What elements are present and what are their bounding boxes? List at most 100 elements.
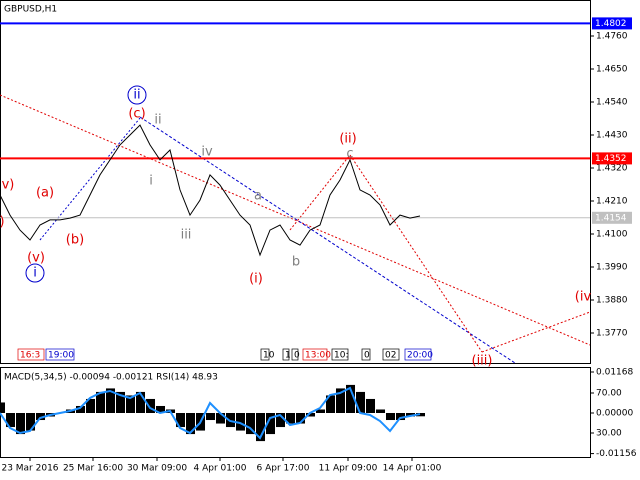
macd-bar <box>366 398 375 414</box>
time-box <box>260 348 270 361</box>
time-box <box>404 348 432 361</box>
x-tick-label: 25 Mar 16:00 <box>63 464 123 474</box>
macd-bar <box>266 413 275 435</box>
y-tick-label: 0.01168 <box>596 367 633 377</box>
macd-bar <box>186 413 195 435</box>
x-tick-label: 30 Mar 09:00 <box>127 464 187 474</box>
time-box <box>302 348 328 361</box>
time-label: 0 <box>294 351 300 361</box>
wave-label: a <box>254 189 262 204</box>
macd-bar <box>176 413 185 428</box>
wave-label: i <box>149 174 153 189</box>
macd-bar <box>26 413 35 431</box>
macd-bar <box>96 391 105 414</box>
time-label: 19:00 <box>48 351 74 361</box>
time-label: 13:00 <box>305 351 331 361</box>
macd-bar <box>286 413 295 424</box>
wave-label: ii <box>133 88 140 103</box>
macd-bar <box>116 391 125 414</box>
macd-bar <box>76 405 85 414</box>
macd-bar <box>106 388 115 414</box>
level-label: 1.4154 <box>595 213 627 223</box>
y-tick-label: 1.4100 <box>596 230 628 240</box>
wave-label: (iv <box>575 290 592 305</box>
macd-bar <box>306 413 315 417</box>
y-tick-label: 1.3770 <box>596 329 628 339</box>
y-tick-label: 1.4320 <box>596 164 628 174</box>
x-tick-label: 11 Apr 09:00 <box>319 464 378 474</box>
macd-bar <box>6 413 15 428</box>
y-tick-label: 1.4760 <box>596 32 628 42</box>
macd-bar <box>376 409 385 414</box>
time-label: 1 <box>285 351 291 361</box>
wave-label: ) <box>0 215 5 230</box>
macd-bar <box>126 395 135 414</box>
x-tick-label: 23 Mar 2016 <box>1 464 58 474</box>
time-label: 10 <box>263 351 275 361</box>
level-label: 1.4802 <box>595 19 627 29</box>
macd-bar <box>386 413 395 421</box>
time-box <box>382 348 400 361</box>
time-box <box>17 348 45 361</box>
price-panel <box>0 0 591 364</box>
y-tick-label: -0.01156 <box>596 449 637 459</box>
y-tick-label: 1.4430 <box>596 131 628 141</box>
level-tag <box>592 17 632 30</box>
wave-label: (v) <box>27 251 45 266</box>
macd-bar <box>36 413 45 421</box>
y-tick-label: 70.00 <box>596 389 622 399</box>
wave-label: (c) <box>128 107 145 122</box>
macd-bar <box>316 409 325 414</box>
wave-label: (a) <box>36 186 54 201</box>
time-box <box>331 348 349 361</box>
wave-label: v) <box>2 178 15 193</box>
wave-label: ii <box>154 113 161 128</box>
level-tag <box>592 211 632 224</box>
macd-bar <box>146 398 155 414</box>
x-tick-label: 14 Apr 01:00 <box>383 464 442 474</box>
macd-bar <box>406 413 415 417</box>
time-label: 16:3 <box>20 351 40 361</box>
macd-bar <box>216 413 225 424</box>
y-tick-label: 1.3880 <box>596 296 628 306</box>
wave-line <box>349 154 483 353</box>
macd-bar <box>0 402 5 414</box>
macd-bar <box>326 395 335 414</box>
wave-label: (b) <box>66 233 84 248</box>
wave-label: c <box>346 147 353 162</box>
rsi-line <box>0 386 421 440</box>
indicator-title: MACD(5,34,5) -0.00094 -0.00121 RSI(14) 4… <box>4 373 218 383</box>
macd-bar <box>296 413 305 424</box>
wave-label: i <box>33 266 37 281</box>
macd-bar <box>256 413 265 442</box>
time-box <box>282 348 290 361</box>
macd-bar <box>276 413 285 428</box>
time-label: 20:00 <box>407 351 433 361</box>
wave-label: iii <box>181 228 192 243</box>
wave-circle <box>127 85 147 105</box>
time-box <box>361 348 371 361</box>
y-tick-label: 1.4210 <box>596 197 628 207</box>
macd-bar <box>246 413 255 435</box>
wave-label: b <box>292 255 300 270</box>
y-tick-label: 1.3990 <box>596 263 628 273</box>
level-label: 1.4352 <box>595 154 627 164</box>
macd-bar <box>136 391 145 414</box>
chart-title: GBPUSD,H1 <box>4 5 57 15</box>
macd-bar <box>156 405 165 414</box>
macd-bar <box>206 413 215 421</box>
macd-bar <box>236 413 245 431</box>
wave-label: (iii) <box>472 354 493 369</box>
macd-bar <box>86 398 95 414</box>
wave-line <box>481 311 591 353</box>
y-tick-label: 30.00 <box>596 429 622 439</box>
macd-bar <box>396 413 405 421</box>
macd-bar <box>416 413 425 417</box>
time-label: 0 <box>364 351 370 361</box>
x-tick-label: 4 Apr 01:00 <box>194 464 247 474</box>
time-box <box>45 348 75 361</box>
y-tick-label: 1.4540 <box>596 98 628 108</box>
macd-bar <box>16 413 25 435</box>
wave-label: iv <box>201 145 213 160</box>
macd-bar <box>226 413 235 428</box>
